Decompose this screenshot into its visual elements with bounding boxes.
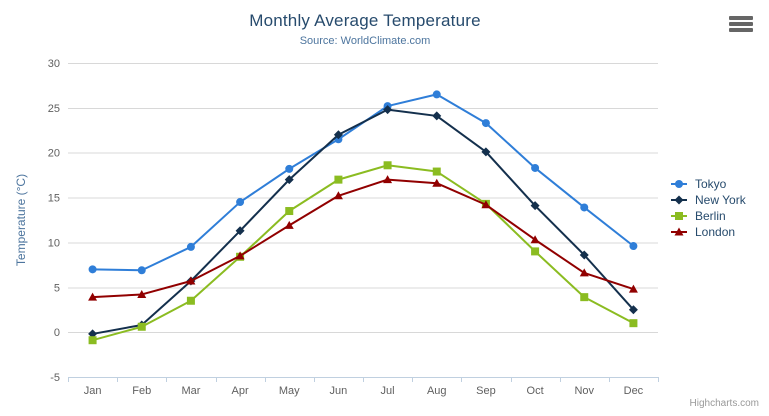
y-axis-title: Temperature (°C) [14,174,28,266]
legend-item-london[interactable]: London [670,224,746,240]
y-axis-label: 10 [48,237,60,249]
x-axis-label: Jan [84,385,102,397]
chart-subtitle: Source: WorldClimate.com [299,35,431,47]
export-menu-button[interactable] [729,16,753,32]
series-line [91,178,635,299]
series-berlin [88,161,638,345]
highcharts-credit[interactable]: Highcharts.com [689,398,759,409]
circle-legend-marker-icon [671,180,687,188]
series-line [91,108,635,335]
y-axis-label: 30 [48,58,60,70]
hamburger-icon [729,16,753,20]
x-axis-label: Nov [574,385,594,397]
series-tokyo [88,90,638,275]
x-axis-label: Sep [476,385,496,397]
x-axis-label: Dec [624,385,644,397]
series-new-york [88,105,638,339]
series-london [88,175,638,301]
y-axis-label: 5 [54,282,60,294]
y-axis-label: 20 [48,148,60,160]
x-axis-label: Feb [132,385,151,397]
legend-item-new-york[interactable]: New York [670,192,746,208]
legend-label: London [695,225,736,239]
diamond-legend-marker-icon [671,195,687,205]
legend: Tokyo New York Berlin London [670,176,746,240]
series-line [91,93,635,272]
hamburger-icon [729,22,753,26]
legend-label: Berlin [695,209,726,223]
legend-label: Tokyo [695,177,727,191]
x-axis-label: Apr [232,385,249,397]
x-axis-label: Mar [181,385,200,397]
y-axis-label: -5 [50,372,60,384]
y-axis-label: 0 [54,327,60,339]
triangle-legend-marker-icon [671,227,687,236]
x-axis-label: Jun [330,385,348,397]
x-axis-label: Jul [381,385,395,397]
legend-label: New York [695,193,746,207]
legend-item-tokyo[interactable]: Tokyo [670,176,746,192]
square-legend-marker-icon [671,212,687,220]
x-axis-label: Aug [427,385,447,397]
y-axis-label: 15 [48,193,60,205]
legend-item-berlin[interactable]: Berlin [670,208,746,224]
series-line [91,164,635,342]
hamburger-icon [729,28,753,32]
y-axis-label: 25 [48,103,60,115]
chart-title: Monthly Average Temperature [249,11,481,30]
x-axis-label: Oct [527,385,544,397]
x-axis-label: May [279,385,300,397]
